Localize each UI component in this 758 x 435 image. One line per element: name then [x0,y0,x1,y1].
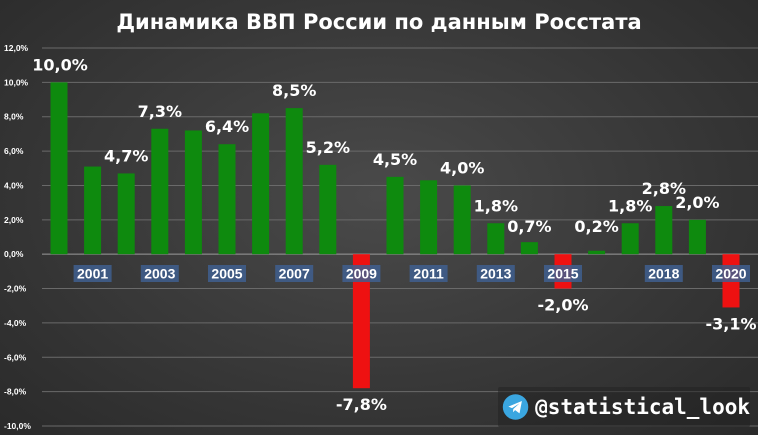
telegram-icon [502,394,529,420]
value-label: 8,5% [272,81,316,100]
x-tick-label: 2013 [480,266,511,282]
y-tick-label: -2,0% [4,284,27,294]
bar-2014 [520,242,538,255]
x-tick-label: 2020 [715,266,746,282]
bar-2010 [386,176,404,255]
value-label: -3,1% [705,314,756,333]
value-label: 6,4% [205,117,249,136]
value-label: 2,8% [642,179,686,198]
bar-2008 [319,164,337,255]
bar-2006 [252,113,270,255]
value-label: 5,2% [306,138,350,157]
bar-2016 [588,250,606,255]
x-axis-labels: 2001 2003 2005 2007 2009 2011 2013 2015 2018 2020 [73,265,750,282]
bar-2018 [655,206,673,255]
y-tick-label: -4,0% [4,318,27,328]
y-tick-label: 10,0% [4,77,29,87]
x-tick-box [544,265,582,282]
x-tick-box [275,265,314,282]
bar-2005 [218,144,236,255]
bar-2012 [453,185,471,255]
bar-2013 [487,223,505,255]
x-tick-label: 2003 [144,266,175,282]
x-tick-label: 2015 [547,266,578,282]
bar-2001 [84,166,102,255]
value-label: 0,7% [507,217,551,236]
value-labels: 10,0% 4,7% 7,3% 6,4% 8,5% 5,2% -7,8% 4,5% 4,0% 1,… [32,55,756,414]
x-tick-label: 2001 [77,266,108,282]
bar-2003 [151,128,169,255]
x-tick-box [712,265,750,282]
value-label: 4,7% [104,146,148,165]
x-tick-label: 2009 [346,266,377,282]
value-label: 2,0% [675,193,719,212]
x-tick-box [140,265,179,282]
value-label: 1,8% [474,196,518,215]
x-tick-box [342,265,381,282]
value-label: 10,0% [32,55,88,74]
bar-2000 [50,82,68,255]
y-tick-label: 6,0% [4,146,24,156]
value-label: 0,2% [574,217,618,236]
y-tick-label: 12,0% [4,43,29,53]
value-label: -2,0% [537,296,588,315]
y-tick-label: 8,0% [4,112,24,122]
bar-2009 [352,254,370,389]
watermark-text: @statistical_look [535,395,750,419]
value-label: 7,3% [138,102,182,121]
bars [50,82,740,389]
x-tick-label: 2005 [211,266,242,282]
bar-2004 [184,130,202,255]
bar-2019 [688,219,706,255]
y-tick-label: -8,0% [4,387,27,397]
chart-title: Динамика ВВП России по данным Росстата [116,10,641,34]
bar-2007 [285,108,303,255]
bar-2011 [420,180,438,255]
x-tick-box [208,265,246,282]
value-label: 1,8% [608,196,652,215]
y-axis: 12,0% 10,0% 8,0% 6,0% 4,0% 2,0% 0,0% -2,0% -4,0%… [4,43,31,431]
x-tick-label: 2011 [413,266,444,282]
x-tick-box [73,265,112,282]
bar-2017 [621,223,639,255]
x-tick-box [644,265,683,282]
x-tick-label: 2018 [648,266,679,282]
x-tick-label: 2007 [279,266,310,282]
value-label: -7,8% [336,395,387,414]
watermark: @statistical_look [498,387,750,427]
y-tick-label: 4,0% [4,180,24,190]
y-tick-label: 2,0% [4,215,24,225]
y-tick-label: -6,0% [4,352,27,362]
value-label: 4,5% [373,150,417,169]
y-tick-label: -10,0% [4,421,31,431]
y-tick-label: 0,0% [4,249,24,259]
x-tick-box [409,265,448,282]
value-label: 4,0% [440,158,484,177]
x-tick-box [476,265,515,282]
bar-2002 [117,173,135,255]
